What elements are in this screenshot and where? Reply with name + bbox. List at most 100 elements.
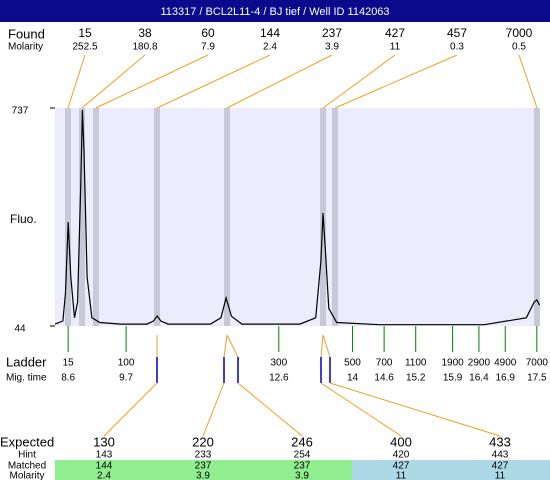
ladder-size: 15	[63, 358, 75, 369]
peak-band	[65, 108, 71, 326]
expected-size: 220	[192, 434, 214, 449]
expected-connector	[322, 334, 331, 358]
matched: 144	[96, 461, 113, 472]
matched-cell	[154, 460, 253, 480]
ladder-mig-time: 12.6	[269, 373, 289, 384]
ladder-mig-time: 8.6	[61, 373, 75, 384]
peak-band	[93, 108, 99, 326]
matched-cell	[451, 460, 550, 480]
expected-connector	[226, 334, 239, 358]
molarity: 11	[396, 471, 407, 480]
ladder-mig-time: 15.2	[406, 373, 426, 384]
peak-band	[224, 108, 230, 326]
hint: 254	[294, 450, 311, 461]
matched-cell	[352, 460, 451, 480]
found-molarity: 11	[390, 42, 401, 53]
found-connector	[322, 54, 396, 109]
matched-cell	[55, 460, 154, 480]
ladder-size: 2900	[468, 358, 491, 369]
matched-cell	[253, 460, 352, 480]
row-label: Molarity	[9, 471, 44, 480]
title: 113317 / BCL2L11-4 / BJ tief / Well ID 1…	[160, 6, 389, 18]
found-molarity: 0.5	[512, 42, 526, 53]
molarity: 2.4	[97, 471, 111, 480]
expected-connector	[103, 382, 158, 437]
trace	[54, 110, 541, 326]
found-connector	[156, 54, 271, 109]
row-label: Hint	[18, 450, 36, 461]
expected-connector	[329, 382, 501, 437]
ladder-mig-time: 9.7	[119, 373, 133, 384]
matched: 237	[195, 461, 212, 472]
title-bar	[0, 0, 550, 22]
found-molarity: 3.9	[325, 42, 339, 53]
matched: 427	[393, 461, 410, 472]
found-size: 7000	[506, 26, 533, 40]
found-molarity: 0.3	[450, 42, 464, 53]
peak-band	[332, 108, 338, 326]
expected-size: 130	[93, 434, 115, 449]
molarity: 11	[495, 471, 506, 480]
found-connector	[518, 54, 538, 109]
ladder-label: Ladder	[6, 354, 47, 369]
found-label: Found	[8, 26, 45, 41]
found-size: 15	[78, 26, 92, 40]
plot-area	[55, 108, 540, 326]
found-size: 38	[138, 26, 152, 40]
found-connector	[334, 54, 458, 109]
ladder-size: 1900	[441, 358, 464, 369]
found-molarity: 2.4	[263, 42, 277, 53]
found-connector	[67, 54, 86, 109]
ladder-mig-time: 17.5	[527, 373, 547, 384]
y-tick-label: 737	[12, 106, 29, 117]
found-molarity: 252.5	[72, 42, 97, 53]
ladder-mig-time: 14.6	[374, 373, 394, 384]
ladder-mig-time: 16.9	[496, 373, 516, 384]
molarity: 3.9	[196, 471, 210, 480]
hint: 233	[195, 450, 212, 461]
expected-connector	[320, 382, 402, 437]
ladder-size: 100	[118, 358, 135, 369]
row-label: Matched	[8, 461, 46, 472]
matched: 237	[294, 461, 311, 472]
found-size: 427	[385, 26, 405, 40]
y-axis-label: Fluo.	[10, 212, 37, 226]
found-molarity: 7.9	[201, 42, 215, 53]
found-size: 144	[260, 26, 280, 40]
found-size: 237	[322, 26, 342, 40]
ladder-mig-time: 16.4	[469, 373, 489, 384]
molarity: 3.9	[295, 471, 309, 480]
found-connector	[95, 54, 209, 109]
found-sublabel: Molarity	[8, 42, 43, 53]
expected-size: 433	[489, 434, 511, 449]
ladder-size: 4900	[494, 358, 517, 369]
matched: 427	[492, 461, 509, 472]
ladder-size: 700	[376, 358, 393, 369]
ladder-size: 1100	[405, 358, 427, 369]
ladder-sublabel: Mig. time	[6, 373, 47, 384]
hint: 143	[96, 450, 113, 461]
ladder-mig-time: 15.9	[443, 373, 463, 384]
expected-connector	[223, 334, 228, 358]
peak-band	[534, 108, 540, 326]
found-molarity: 180.8	[132, 42, 157, 53]
ladder-size: 7000	[526, 358, 549, 369]
expected-size: 246	[291, 434, 313, 449]
found-connector	[81, 54, 146, 109]
ladder-size: 500	[344, 358, 361, 369]
expected-connector	[237, 382, 303, 437]
hint: 420	[393, 450, 410, 461]
hint: 443	[492, 450, 509, 461]
y-tick-label: 44	[14, 324, 26, 335]
peak-band	[79, 108, 85, 326]
found-connector	[226, 54, 333, 109]
expected-size: 400	[390, 434, 412, 449]
peak-band	[154, 108, 160, 326]
expected-label: Expected	[0, 434, 54, 449]
found-size: 60	[201, 26, 215, 40]
ladder-mig-time: 14	[347, 373, 359, 384]
expected-connector	[202, 382, 225, 437]
found-size: 457	[447, 26, 467, 40]
ladder-size: 300	[270, 358, 287, 369]
